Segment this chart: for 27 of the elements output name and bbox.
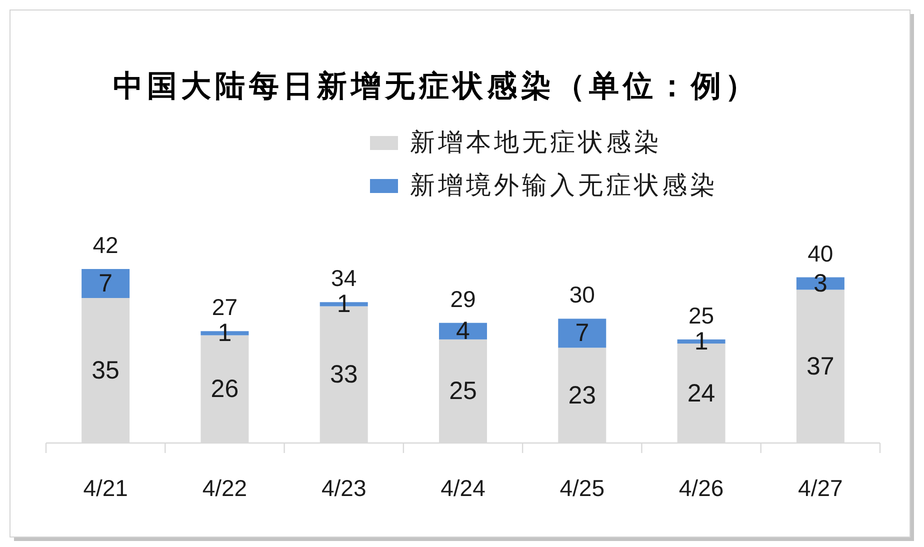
total-label: 34 — [331, 265, 357, 292]
total-label: 30 — [569, 282, 595, 308]
total-label: 27 — [212, 294, 238, 320]
title: 中国大陆每日新增无症状感染（单位：例） — [113, 70, 759, 103]
x-tick-label: 4/25 — [560, 475, 605, 501]
total-label: 42 — [92, 232, 118, 258]
total-label: 29 — [450, 286, 476, 312]
x-tick-label: 4/22 — [202, 475, 248, 501]
data-label: 7 — [575, 319, 590, 348]
x-tick-label: 4/23 — [321, 475, 366, 501]
data-label: 35 — [92, 356, 120, 384]
total-label: 40 — [808, 240, 834, 266]
data-label: 24 — [687, 379, 716, 408]
data-label: 7 — [98, 270, 113, 298]
data-label: 33 — [330, 360, 358, 389]
data-label: 26 — [210, 375, 239, 404]
x-tick-label: 4/27 — [798, 475, 843, 501]
x-tick-label: 4/24 — [440, 475, 486, 501]
data-label: 23 — [568, 381, 596, 410]
legend-label: 新增境外输入无症状感染 — [410, 172, 718, 200]
data-label: 4 — [456, 317, 470, 346]
x-tick-label: 4/21 — [83, 475, 128, 501]
data-label: 25 — [449, 377, 477, 406]
total-label: 25 — [688, 302, 714, 328]
legend-label: 新增本地无症状感染 — [410, 130, 662, 156]
x-tick-label: 4/26 — [678, 475, 724, 501]
data-label: 37 — [806, 352, 834, 380]
